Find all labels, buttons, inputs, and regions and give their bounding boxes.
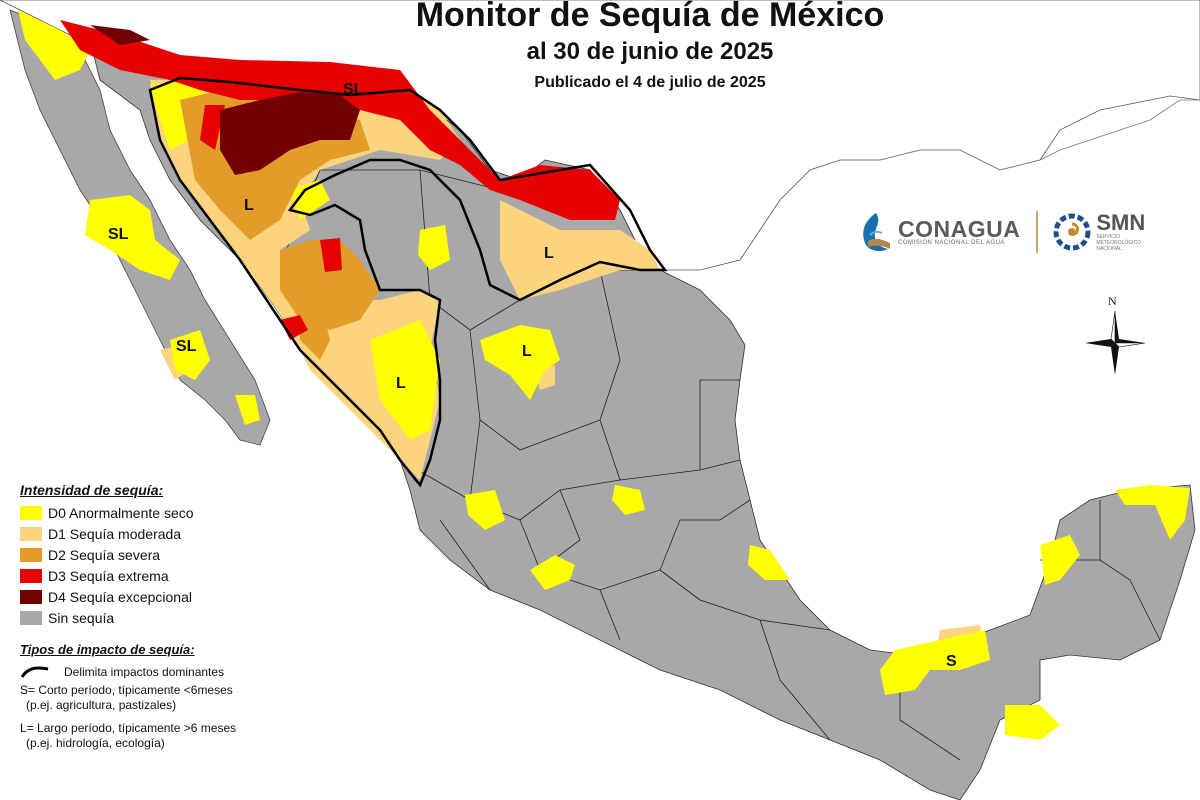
- legend-item: D0 Anormalmente seco: [20, 502, 320, 523]
- legend: Intensidad de sequía: D0 Anormalmente se…: [20, 482, 320, 751]
- impact-heading: Tipos de impacto de sequía:: [20, 642, 195, 657]
- legend-label: Sin sequía: [48, 609, 115, 626]
- gulf-coast-outline: [1039, 99, 1200, 161]
- legend-swatch: [20, 505, 42, 520]
- short-term-label: S= Corto período, típicamente <6meses: [20, 683, 233, 697]
- conagua-subtitle: COMISIÓN NACIONAL DEL AGUA: [898, 240, 1005, 246]
- legend-item: D1 Sequía moderada: [20, 523, 320, 544]
- impact-line-icon: [20, 666, 49, 678]
- smn-name: SMN: [1096, 210, 1146, 235]
- smn-subtitle-1: SERVICIO: [1096, 234, 1121, 240]
- legend-swatch: [20, 526, 42, 541]
- smn-logo: SMN SERVICIO METEOROLÓGICO NACIONAL: [1052, 212, 1145, 252]
- legend-item: Sin sequía: [20, 607, 320, 628]
- legend-label: D4 Sequía excepcional: [48, 588, 192, 605]
- drought-d3-areas: [60, 20, 620, 340]
- compass-rose: [1085, 310, 1146, 375]
- legend-label: D2 Sequía severa: [48, 546, 161, 563]
- drought-d0-areas: [18, 10, 1190, 740]
- short-term-example: (p.ej. agricultura, pastizales): [26, 698, 177, 712]
- map-date: al 30 de junio de 2025: [526, 38, 774, 65]
- conagua-logo: CONAGUA COMISIÓN NACIONAL DEL AGUA: [856, 211, 1020, 253]
- legend-swatch: [20, 589, 42, 604]
- legend-swatch: [20, 547, 42, 562]
- long-term-label: L= Largo período, típicamente >6 meses: [20, 721, 237, 735]
- intensity-heading: Intensidad de sequía:: [20, 482, 164, 498]
- legend-label: D3 Sequía extrema: [48, 567, 169, 584]
- legend-item: D3 Sequía extrema: [20, 565, 320, 586]
- publication-date: Publicado el 4 de julio de 2025: [534, 74, 766, 91]
- long-term-example: (p.ej. hidrología, ecología): [26, 736, 165, 750]
- long-term-definition: L= Largo período, típicamente >6 meses (…: [20, 721, 320, 751]
- legend-label: D0 Anormalmente seco: [48, 504, 194, 521]
- impact-boundaries: [148, 76, 668, 488]
- compass-north-label: N: [1108, 294, 1117, 308]
- conagua-emblem-icon: [863, 213, 890, 252]
- map-label-l-sonora: L: [244, 197, 254, 214]
- smn-emblem-icon: [1053, 213, 1091, 251]
- smn-subtitle-2: METEOROLÓGICO: [1096, 240, 1142, 246]
- intensity-legend-list: D0 Anormalmente seco D1 Sequía moderada D2…: [20, 502, 320, 628]
- map-title: Monitor de Sequía de México: [415, 0, 885, 34]
- smn-subtitle-3: NACIONAL: [1096, 246, 1122, 252]
- map-label-sl-bcs-south: SL: [176, 338, 197, 355]
- conagua-name: CONAGUA: [898, 216, 1021, 242]
- legend-swatch: [20, 610, 42, 625]
- legend-swatch: [20, 568, 42, 583]
- legend-item: D4 Sequía excepcional: [20, 586, 320, 607]
- map-label-sl-north: SL: [343, 81, 364, 98]
- agency-logos: CONAGUA COMISIÓN NACIONAL DEL AGUA SMN S…: [856, 206, 1196, 258]
- map-label-sl-bcs-north: SL: [108, 226, 129, 243]
- legend-label: D1 Sequía moderada: [48, 525, 182, 542]
- map-label-l-tamaulipas: L: [544, 245, 554, 262]
- map-label-l-sinaloa: L: [396, 375, 406, 392]
- map-label-s-tabasco: S: [946, 653, 957, 670]
- logo-divider: [1036, 211, 1039, 253]
- impact-line-legend: Delimita impactos dominantes: [20, 665, 320, 679]
- legend-item: D2 Sequía severa: [20, 544, 320, 565]
- short-term-definition: S= Corto período, típicamente <6meses (p…: [20, 683, 320, 713]
- impact-line-label: Delimita impactos dominantes: [64, 665, 225, 679]
- map-label-l-durango: L: [522, 343, 532, 360]
- drought-d4-areas: [90, 25, 360, 175]
